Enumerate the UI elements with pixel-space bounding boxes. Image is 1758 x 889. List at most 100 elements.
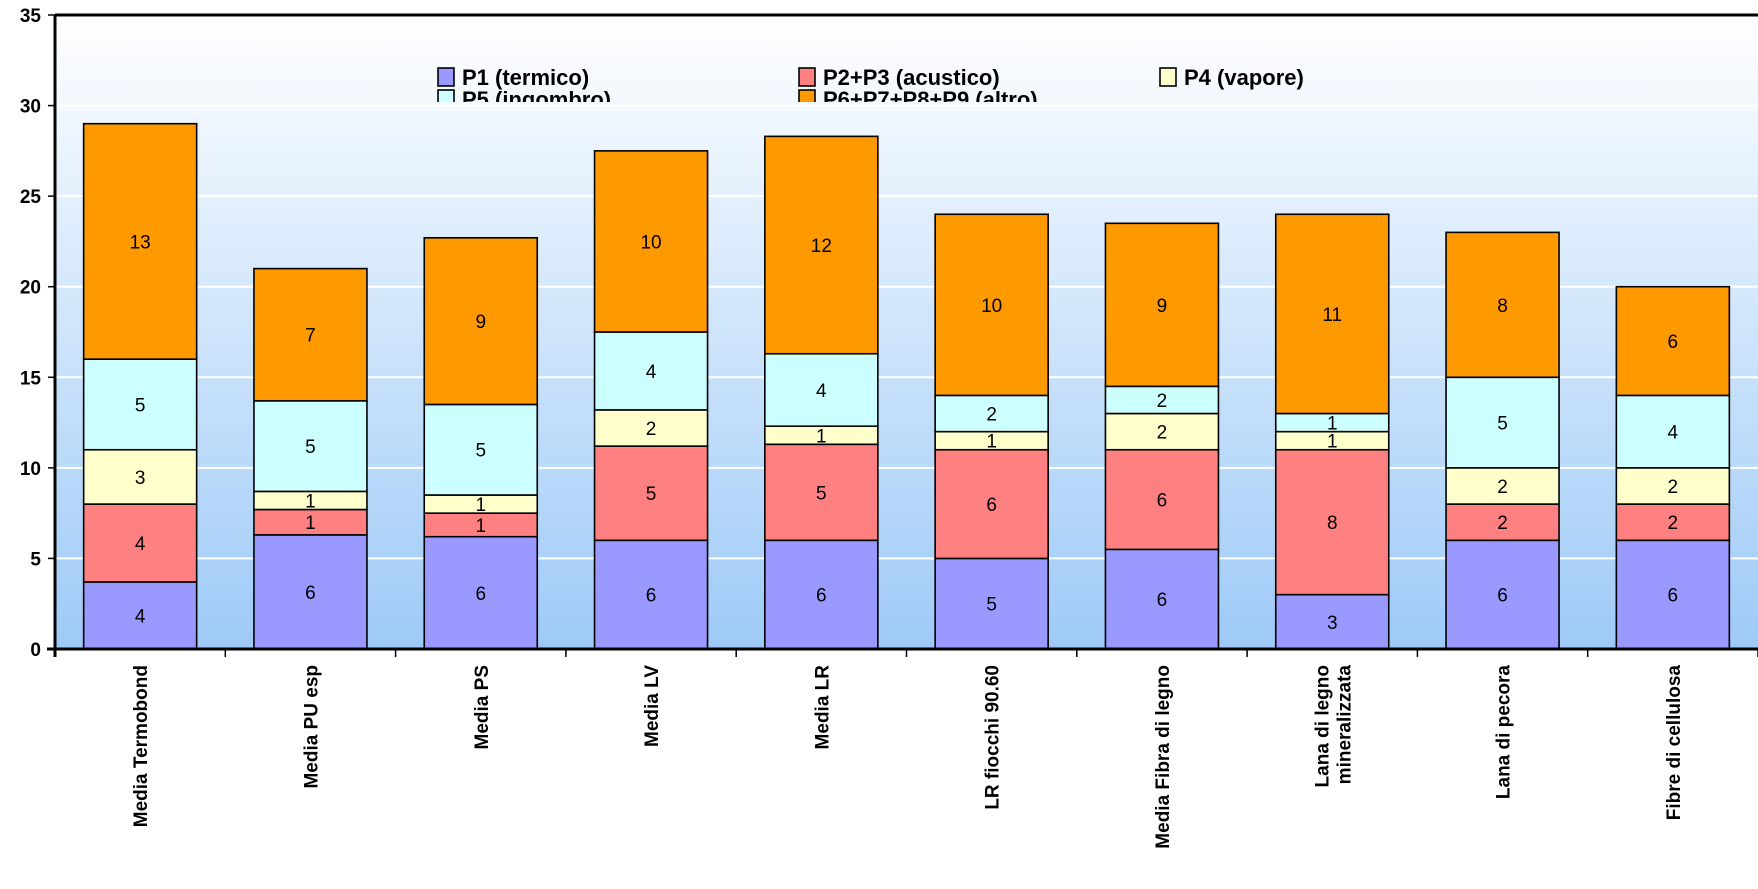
bar-segment [82,448,198,505]
legend-swatch [437,67,455,87]
data-label: 8 [1327,513,1338,534]
bar-segment [1104,222,1220,388]
x-tick-label: Media Termobond [131,665,152,827]
data-label: 5 [646,484,657,505]
legend-label: P1 (termico) [462,65,589,90]
bar-segment [764,443,879,542]
bar-segment [253,508,368,536]
bar-segment [764,539,879,650]
data-label: 4 [816,381,827,402]
y-tick-label: 0 [30,640,41,661]
y-tick-label: 35 [20,6,42,27]
data-label: 2 [1668,513,1679,534]
data-label: 6 [986,495,997,516]
data-label: 10 [640,232,661,253]
bar-segment [593,150,709,333]
data-label: 6 [305,583,316,604]
bar-segment [82,122,198,360]
data-label: 4 [646,362,657,383]
bar-segment [934,557,1049,650]
legend-swatch [1159,67,1177,87]
bar-segment [82,503,198,583]
bar-segment [1104,448,1220,551]
data-label: 1 [305,491,316,512]
data-label: 6 [646,586,657,607]
data-label: 5 [475,441,486,462]
y-tick-label: 10 [20,459,41,480]
data-label: 2 [1497,513,1508,534]
data-label: 2 [1668,477,1679,498]
legend-label: P2+P3 (acustico) [823,65,1000,90]
data-label: 6 [475,584,486,605]
legend-swatch [798,67,816,87]
x-tick-label: Lana di legnomineralizzata [1312,665,1355,788]
x-tick-label: Lana di pecora [1494,665,1515,800]
y-tick-label: 25 [20,187,42,208]
bar-segment [1615,503,1731,542]
data-label: 1 [1327,432,1338,453]
x-tick-label: Media PU esp [301,665,322,789]
data-label: 6 [816,586,827,607]
data-label: 2 [646,419,657,440]
data-label: 5 [1497,414,1508,435]
data-labels: 4435136115761159652410651412561210662293… [130,232,1679,633]
data-label: 4 [135,534,146,555]
bar-segment [1615,394,1731,469]
data-label: 2 [1157,423,1168,444]
data-label: 6 [1157,491,1168,512]
bar-segment [593,445,709,542]
legend: P1 (termico) P2+P3 (acustico) P4 (vapore) P… [437,65,1304,112]
legend-label: P6+P7+P8+P9 (altro) [823,87,1038,112]
x-tick-label: Media LR [812,665,833,750]
data-label: 1 [305,513,316,534]
x-tick-label: LR fiocchi 90.60 [983,665,1004,810]
bar-segment [1104,385,1220,415]
bar-segment [593,331,709,411]
data-label: 3 [135,468,146,489]
data-label: 4 [1668,423,1679,444]
bar-segment [1615,467,1731,505]
data-label: 1 [986,432,997,453]
legend-label: P5 (ingombro) [462,87,611,112]
bar-segment [82,358,198,451]
bar-segment [593,539,709,650]
bar-segment [764,352,879,427]
bar-segment [253,534,368,650]
data-label: 5 [816,483,827,504]
data-label: 1 [1327,414,1338,435]
data-label: 5 [135,395,146,416]
y-tick-label: 5 [30,549,41,570]
data-label: 1 [475,495,486,516]
x-tick-label: Media LV [642,665,663,747]
bar-segment [253,400,368,493]
data-label: 11 [1322,305,1342,326]
data-label: 12 [811,236,832,257]
data-label: 3 [1327,613,1338,634]
bars [82,122,1731,650]
y-tick-label: 20 [20,278,41,299]
y-tick-label: 30 [20,97,41,118]
data-label: 2 [1157,391,1168,412]
bar-segment [934,213,1049,397]
data-label: 7 [305,326,316,347]
y-tick-label: 15 [20,368,42,389]
bar-segment [1615,285,1731,397]
data-label: 10 [981,296,1002,317]
data-label: 6 [1157,590,1168,611]
bar-segment [1274,593,1390,650]
x-tick-label: Fibre di cellulosa [1664,665,1685,821]
data-label: 1 [475,516,486,537]
bar-segment [1104,412,1220,451]
data-label: 4 [135,606,146,627]
data-label: 6 [1668,586,1679,607]
x-tick-label: Media PS [472,665,493,749]
data-label: 5 [305,437,316,458]
data-label: 6 [1668,332,1679,353]
bar-segment [1445,231,1560,379]
data-label: 13 [130,232,151,253]
bar-segment [1274,213,1390,415]
bar-segment [423,403,539,496]
